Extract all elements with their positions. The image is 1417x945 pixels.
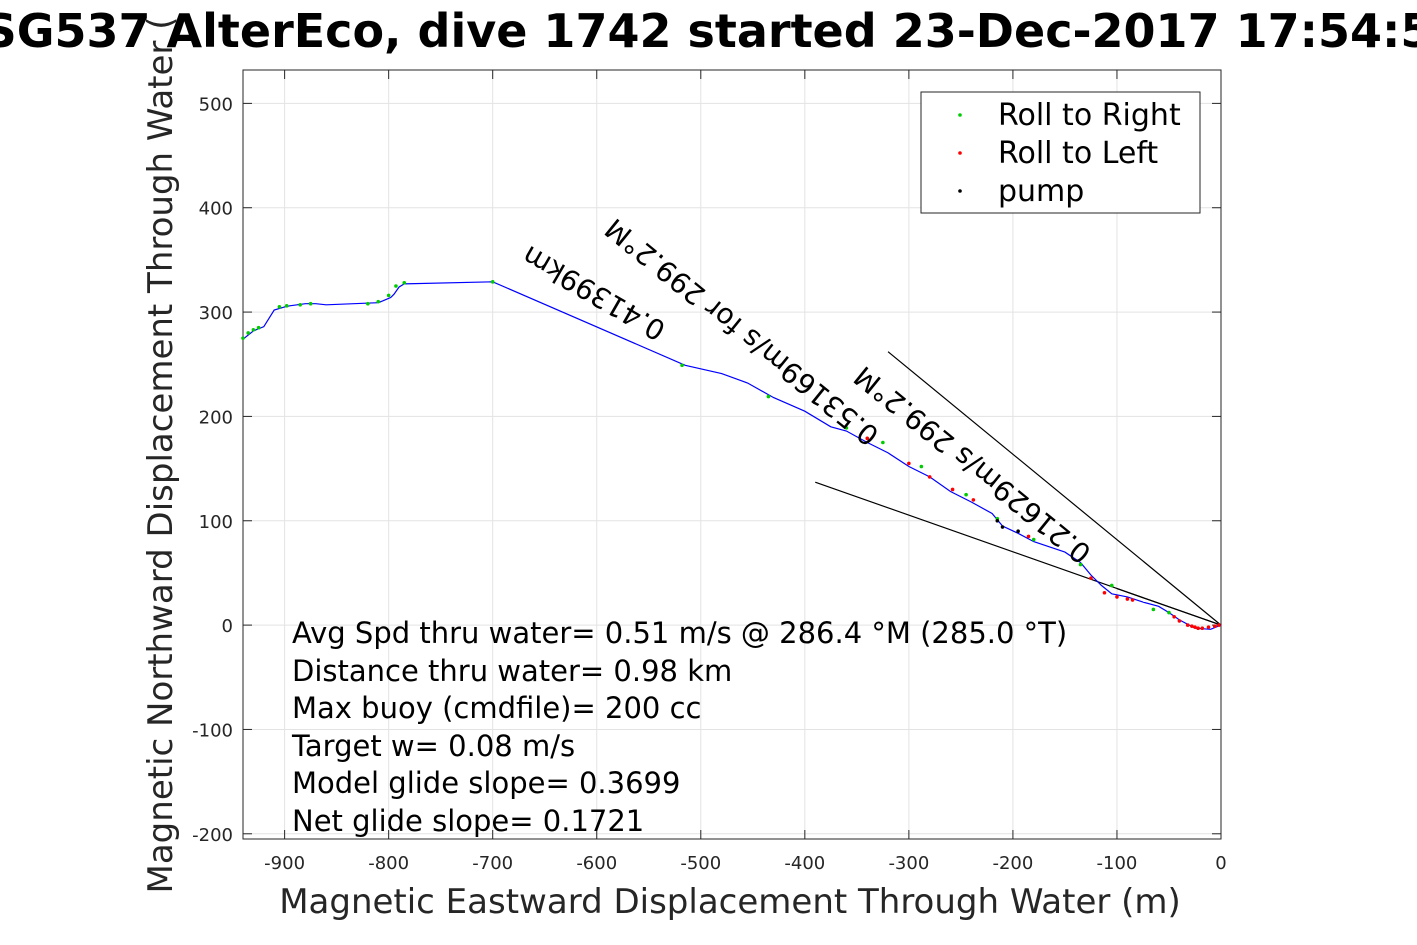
pump-point	[1016, 529, 1020, 533]
roll-right-point	[386, 293, 391, 298]
grid	[243, 70, 1222, 839]
x-axis-label: Magnetic Eastward Displacement Through W…	[279, 882, 1181, 922]
legend-marker-roll-left	[958, 151, 962, 155]
roll-right-point	[246, 331, 251, 335]
dive-track-line	[242, 281, 1222, 630]
x-tick-label: -200	[992, 853, 1033, 874]
roll-right-point	[308, 301, 313, 306]
roll-left-point	[950, 487, 955, 492]
roll-right-point	[1078, 562, 1083, 567]
roll-right-point	[402, 281, 407, 285]
roll-left-point	[1200, 626, 1205, 631]
x-tick-label: -600	[576, 853, 617, 874]
roll-left-point	[1115, 595, 1119, 599]
legend-box	[920, 91, 1201, 214]
roll-left-point	[1177, 619, 1182, 623]
roll-left-point	[1026, 534, 1031, 539]
roll-left-point	[1193, 625, 1197, 629]
roll-right-point	[277, 305, 282, 309]
pump-point	[995, 518, 1000, 523]
legend-marker-pump	[958, 189, 962, 193]
roll-right-point	[490, 280, 495, 284]
stat-distance: Distance thru water= 0.98 km	[292, 654, 732, 688]
roll-right-point	[256, 325, 261, 330]
roll-left-point	[1130, 598, 1135, 602]
roll-left-point	[1089, 576, 1093, 580]
stat-avg-speed: Avg Spd thru water= 0.51 m/s @ 286.4 °M …	[292, 616, 1067, 650]
roll-left-point	[1206, 625, 1211, 629]
roll-left-point	[971, 498, 976, 502]
y-tick-label: 200	[199, 407, 233, 428]
roll-right-point	[844, 426, 849, 430]
roll-right-point	[766, 394, 771, 399]
x-tick-label: -400	[784, 853, 825, 874]
roll-left-point	[1185, 623, 1190, 627]
points-layer	[241, 280, 1221, 631]
axis-ticks: -900 -800 -700 -600 -500 -400 -300 -200 -100 0 -20…	[192, 70, 1227, 874]
roll-left-point	[1212, 624, 1217, 628]
x-tick-label: -800	[368, 853, 409, 874]
roll-left-point	[927, 475, 932, 479]
roll-right-point	[376, 299, 381, 304]
legend: Roll to Right Roll to Left pump	[920, 91, 1201, 214]
roll-right-point	[919, 464, 924, 469]
roll-right-point	[881, 440, 885, 445]
roll-right-point	[298, 302, 303, 307]
stats-block: Avg Spd thru water= 0.51 m/s @ 286.4 °M …	[291, 616, 1067, 838]
pump-point	[1000, 525, 1005, 529]
roll-right-point	[1167, 610, 1171, 615]
current-lines	[815, 351, 1222, 626]
stat-net-glide-slope: Net glide slope= 0.1721	[292, 804, 644, 838]
legend-label-pump: pump	[998, 174, 1084, 209]
roll-right-point	[241, 336, 245, 340]
roll-right-point	[1151, 607, 1156, 612]
roll-right-point	[284, 304, 289, 308]
y-tick-label: 500	[199, 94, 233, 115]
roll-right-point	[964, 492, 968, 497]
y-tick-label: 300	[199, 303, 233, 324]
roll-right-point	[1109, 583, 1114, 588]
y-tick-label: 400	[199, 199, 233, 220]
y-tick-label: -100	[192, 720, 233, 741]
stat-target-w: Target w= 0.08 m/s	[291, 729, 575, 763]
stat-max-buoy: Max buoy (cmdfile)= 200 cc	[292, 691, 701, 725]
roll-right-point	[251, 328, 256, 332]
y-tick-label: 0	[222, 616, 233, 637]
y-tick-label: -200	[192, 825, 233, 846]
y-tick-label: 100	[199, 512, 233, 533]
annotation-label: 0.21629m/s 299.2°M	[848, 359, 1097, 570]
legend-label-roll-left: Roll to Left	[998, 136, 1158, 171]
y-axis-label: Magnetic Northward Displacement Through …	[141, 17, 181, 894]
x-tick-label: -300	[888, 853, 929, 874]
roll-left-point	[1190, 624, 1194, 628]
roll-right-point	[1031, 537, 1036, 542]
roll-left-point	[907, 461, 911, 466]
roll-left-point	[1196, 626, 1200, 631]
current-vector-line	[1116, 588, 1222, 626]
legend-marker-roll-right	[958, 113, 962, 117]
roll-left-point	[1217, 623, 1221, 627]
x-tick-label: -100	[1097, 853, 1138, 874]
chart-title: SG537 AlterEco, dive 1742 started 23-Dec…	[0, 4, 1417, 58]
roll-right-point	[366, 301, 370, 306]
plot-area	[242, 69, 1222, 840]
x-tick-label: 0	[1215, 853, 1226, 874]
x-tick-label: -900	[264, 853, 305, 874]
roll-left-point	[865, 436, 870, 441]
roll-left-point	[1102, 590, 1107, 595]
roll-right-point	[680, 363, 684, 368]
roll-left-point	[1172, 614, 1176, 619]
x-tick-label: -500	[680, 853, 721, 874]
stat-model-glide-slope: Model glide slope= 0.3699	[292, 766, 680, 800]
track-layer	[242, 281, 1222, 630]
roll-right-point	[394, 284, 398, 288]
current-vector-line	[887, 351, 1222, 626]
x-tick-label: -700	[472, 853, 513, 874]
legend-label-roll-right: Roll to Right	[998, 98, 1181, 133]
roll-left-point	[1125, 597, 1130, 601]
